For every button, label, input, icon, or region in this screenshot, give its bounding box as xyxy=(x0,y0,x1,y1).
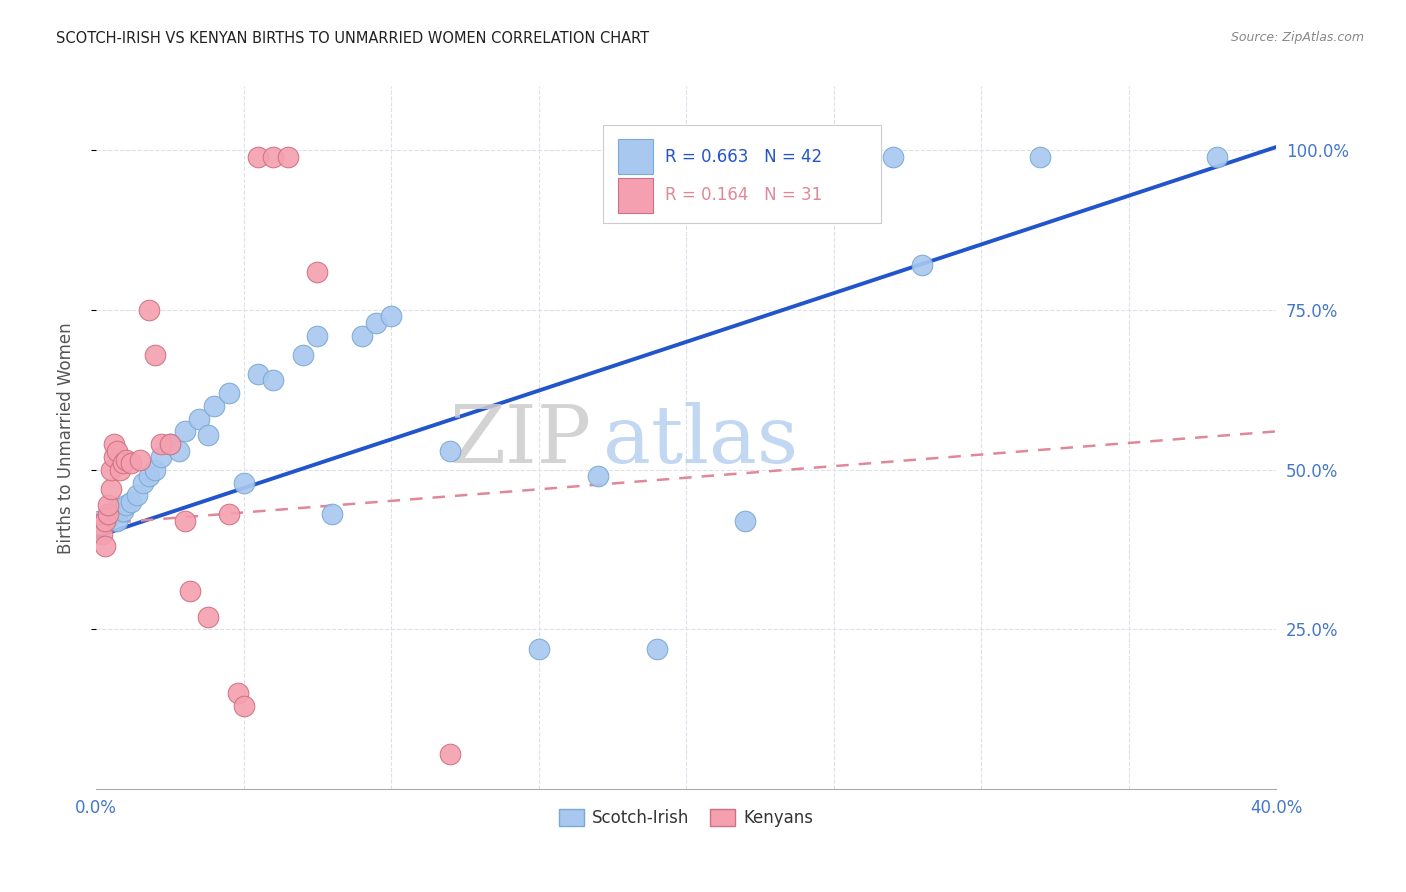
FancyBboxPatch shape xyxy=(603,125,880,223)
Point xyxy=(138,469,160,483)
Point xyxy=(586,469,609,483)
Text: Source: ZipAtlas.com: Source: ZipAtlas.com xyxy=(1230,31,1364,45)
Point xyxy=(262,150,284,164)
Point xyxy=(247,150,270,164)
Point xyxy=(94,514,117,528)
Point xyxy=(527,641,550,656)
Point xyxy=(94,540,117,554)
FancyBboxPatch shape xyxy=(617,178,652,213)
Point xyxy=(179,584,201,599)
Point xyxy=(291,348,314,362)
Point xyxy=(87,517,110,532)
Point xyxy=(90,526,112,541)
Point xyxy=(226,686,249,700)
Point xyxy=(100,463,122,477)
Point xyxy=(262,373,284,387)
Point xyxy=(94,514,117,528)
Point xyxy=(167,443,190,458)
Point xyxy=(823,150,845,164)
Point xyxy=(111,456,134,470)
Point xyxy=(120,494,142,508)
Point xyxy=(197,427,219,442)
Point xyxy=(232,475,254,490)
Point xyxy=(321,508,343,522)
Point xyxy=(307,265,329,279)
Legend: Scotch-Irish, Kenyans: Scotch-Irish, Kenyans xyxy=(553,802,820,834)
Point xyxy=(103,450,125,464)
Point xyxy=(439,443,461,458)
Point xyxy=(114,498,136,512)
Point xyxy=(1206,150,1229,164)
Text: SCOTCH-IRISH VS KENYAN BIRTHS TO UNMARRIED WOMEN CORRELATION CHART: SCOTCH-IRISH VS KENYAN BIRTHS TO UNMARRI… xyxy=(56,31,650,46)
Y-axis label: Births to Unmarried Women: Births to Unmarried Women xyxy=(58,322,75,554)
Point xyxy=(97,508,120,522)
Point xyxy=(197,609,219,624)
Point xyxy=(173,514,195,528)
Point xyxy=(97,510,120,524)
Point xyxy=(149,437,172,451)
Point xyxy=(149,450,172,464)
Point xyxy=(111,504,134,518)
Point xyxy=(132,475,155,490)
Point xyxy=(202,399,225,413)
Point xyxy=(143,348,166,362)
Point xyxy=(100,482,122,496)
Point xyxy=(97,498,120,512)
Point xyxy=(218,386,240,401)
Text: ZIP: ZIP xyxy=(450,402,592,480)
Point xyxy=(218,508,240,522)
Point xyxy=(108,501,131,516)
Point xyxy=(103,437,125,451)
Point xyxy=(247,367,270,381)
Point xyxy=(108,463,131,477)
Point xyxy=(90,517,112,532)
Point xyxy=(380,310,402,324)
Point xyxy=(232,699,254,714)
Point xyxy=(87,514,110,528)
Point xyxy=(173,425,195,439)
Text: atlas: atlas xyxy=(603,402,799,480)
Point xyxy=(188,411,211,425)
Point xyxy=(439,747,461,761)
Point xyxy=(120,456,142,470)
Point xyxy=(105,443,128,458)
Point xyxy=(159,437,181,451)
Point xyxy=(105,514,128,528)
Point xyxy=(350,328,373,343)
FancyBboxPatch shape xyxy=(617,139,652,174)
Point xyxy=(366,316,388,330)
Point xyxy=(882,150,904,164)
Point xyxy=(103,504,125,518)
Point xyxy=(1029,150,1052,164)
Point xyxy=(734,514,756,528)
Text: R = 0.663   N = 42: R = 0.663 N = 42 xyxy=(665,148,823,166)
Point xyxy=(307,328,329,343)
Point xyxy=(114,453,136,467)
Point xyxy=(159,437,181,451)
Point xyxy=(129,453,152,467)
Point xyxy=(127,488,149,502)
Text: R = 0.164   N = 31: R = 0.164 N = 31 xyxy=(665,186,823,204)
Point xyxy=(645,641,668,656)
Point xyxy=(277,150,299,164)
Point xyxy=(100,508,122,522)
Point xyxy=(138,303,160,318)
Point xyxy=(911,258,934,272)
Point xyxy=(143,463,166,477)
